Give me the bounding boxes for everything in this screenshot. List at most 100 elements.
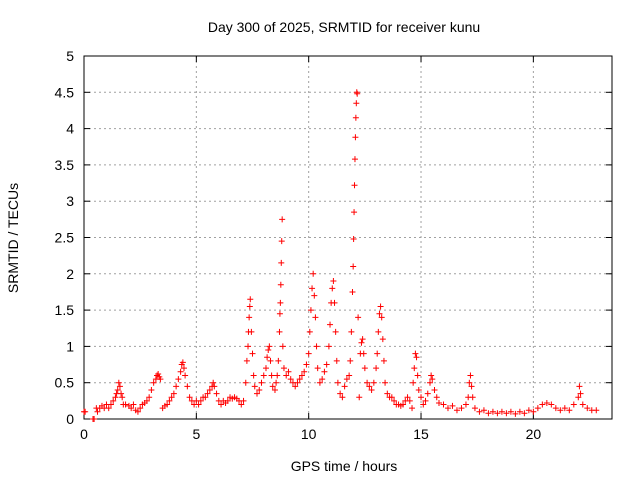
data-point (466, 379, 473, 386)
data-point (373, 365, 380, 372)
data-point (248, 328, 255, 335)
plot-frame (83, 55, 613, 420)
data-point (256, 386, 263, 393)
data-point (179, 359, 186, 366)
data-point (379, 336, 386, 343)
data-point (516, 408, 523, 415)
data-point (243, 357, 250, 364)
data-point (557, 407, 564, 414)
data-point (195, 401, 202, 408)
data-point (94, 408, 101, 415)
data-point (368, 386, 375, 393)
data-point (350, 263, 357, 270)
data-point (354, 90, 361, 97)
data-point (275, 357, 282, 364)
data-point (378, 314, 385, 321)
data-point (410, 379, 417, 386)
data-point (355, 314, 362, 321)
y-tick-label: 4.5 (55, 84, 75, 100)
data-point (577, 390, 584, 397)
data-point (352, 134, 359, 141)
data-point (91, 416, 98, 422)
y-tick-label: 3 (66, 193, 74, 209)
data-point (276, 328, 283, 335)
data-point (277, 299, 284, 306)
data-point (303, 361, 310, 368)
data-point (543, 400, 550, 407)
data-point (313, 343, 320, 350)
data-point (130, 401, 137, 408)
data-point (579, 401, 586, 408)
data-point (327, 321, 334, 328)
chart-title: Day 300 of 2025, SRMTID for receiver kun… (208, 19, 480, 35)
data-point (462, 401, 469, 408)
data-point (349, 288, 356, 295)
data-point (166, 397, 173, 404)
data-point (287, 376, 294, 383)
data-point (180, 365, 187, 372)
data-point (321, 368, 328, 375)
data-point (469, 394, 476, 401)
data-point (170, 390, 177, 397)
data-point (468, 383, 475, 390)
y-tick-label: 4 (66, 121, 74, 137)
data-point (262, 365, 269, 372)
data-point (82, 408, 89, 415)
data-point (329, 285, 336, 292)
x-tick-label: 0 (80, 426, 88, 442)
data-point (206, 386, 213, 393)
data-point (593, 407, 600, 414)
data-point (427, 379, 434, 386)
data-point (213, 390, 220, 397)
data-point (310, 270, 317, 277)
data-point (339, 394, 346, 401)
data-point (422, 397, 429, 404)
data-point (164, 401, 171, 408)
data-point (429, 376, 436, 383)
data-point (210, 379, 217, 386)
data-point (211, 383, 218, 390)
y-tick-label: 2.5 (55, 230, 75, 246)
y-tick-label: 0.5 (55, 375, 75, 391)
data-point (414, 372, 421, 379)
data-point (388, 394, 395, 401)
data-point (409, 405, 416, 412)
data-point (258, 379, 265, 386)
data-point (382, 379, 389, 386)
data-point (146, 394, 153, 401)
data-point (404, 394, 411, 401)
y-tick-label: 2 (66, 266, 74, 282)
data-point (433, 394, 440, 401)
data-point (331, 299, 338, 306)
data-point (449, 402, 456, 409)
data-point (296, 376, 303, 383)
data-point (361, 365, 368, 372)
data-point (266, 343, 273, 350)
y-tick-label: 1 (66, 338, 74, 354)
data-point (364, 379, 371, 386)
data-point (494, 410, 501, 417)
data-point (175, 376, 182, 383)
data-point (240, 397, 247, 404)
data-point (285, 368, 292, 375)
data-point (150, 379, 157, 386)
data-point (173, 383, 180, 390)
data-point (428, 372, 435, 379)
data-point (316, 379, 323, 386)
data-point (337, 390, 344, 397)
data-point (406, 397, 413, 404)
data-point (250, 372, 257, 379)
data-point (413, 354, 420, 361)
x-tick-label: 10 (301, 426, 317, 442)
data-point (238, 401, 245, 408)
axis-ticks: 0 0.5 1 1.5 2 2.5 3 3.5 4 4.5 5 0 5 10 15 20 (55, 48, 612, 442)
data-point (292, 383, 299, 390)
data-point (246, 303, 253, 310)
y-tick-label: 1.5 (55, 302, 75, 318)
data-point (566, 407, 573, 414)
data-point (265, 347, 272, 354)
data-point (384, 390, 391, 397)
data-point (380, 357, 387, 364)
data-point (376, 310, 383, 317)
data-point (267, 357, 274, 364)
